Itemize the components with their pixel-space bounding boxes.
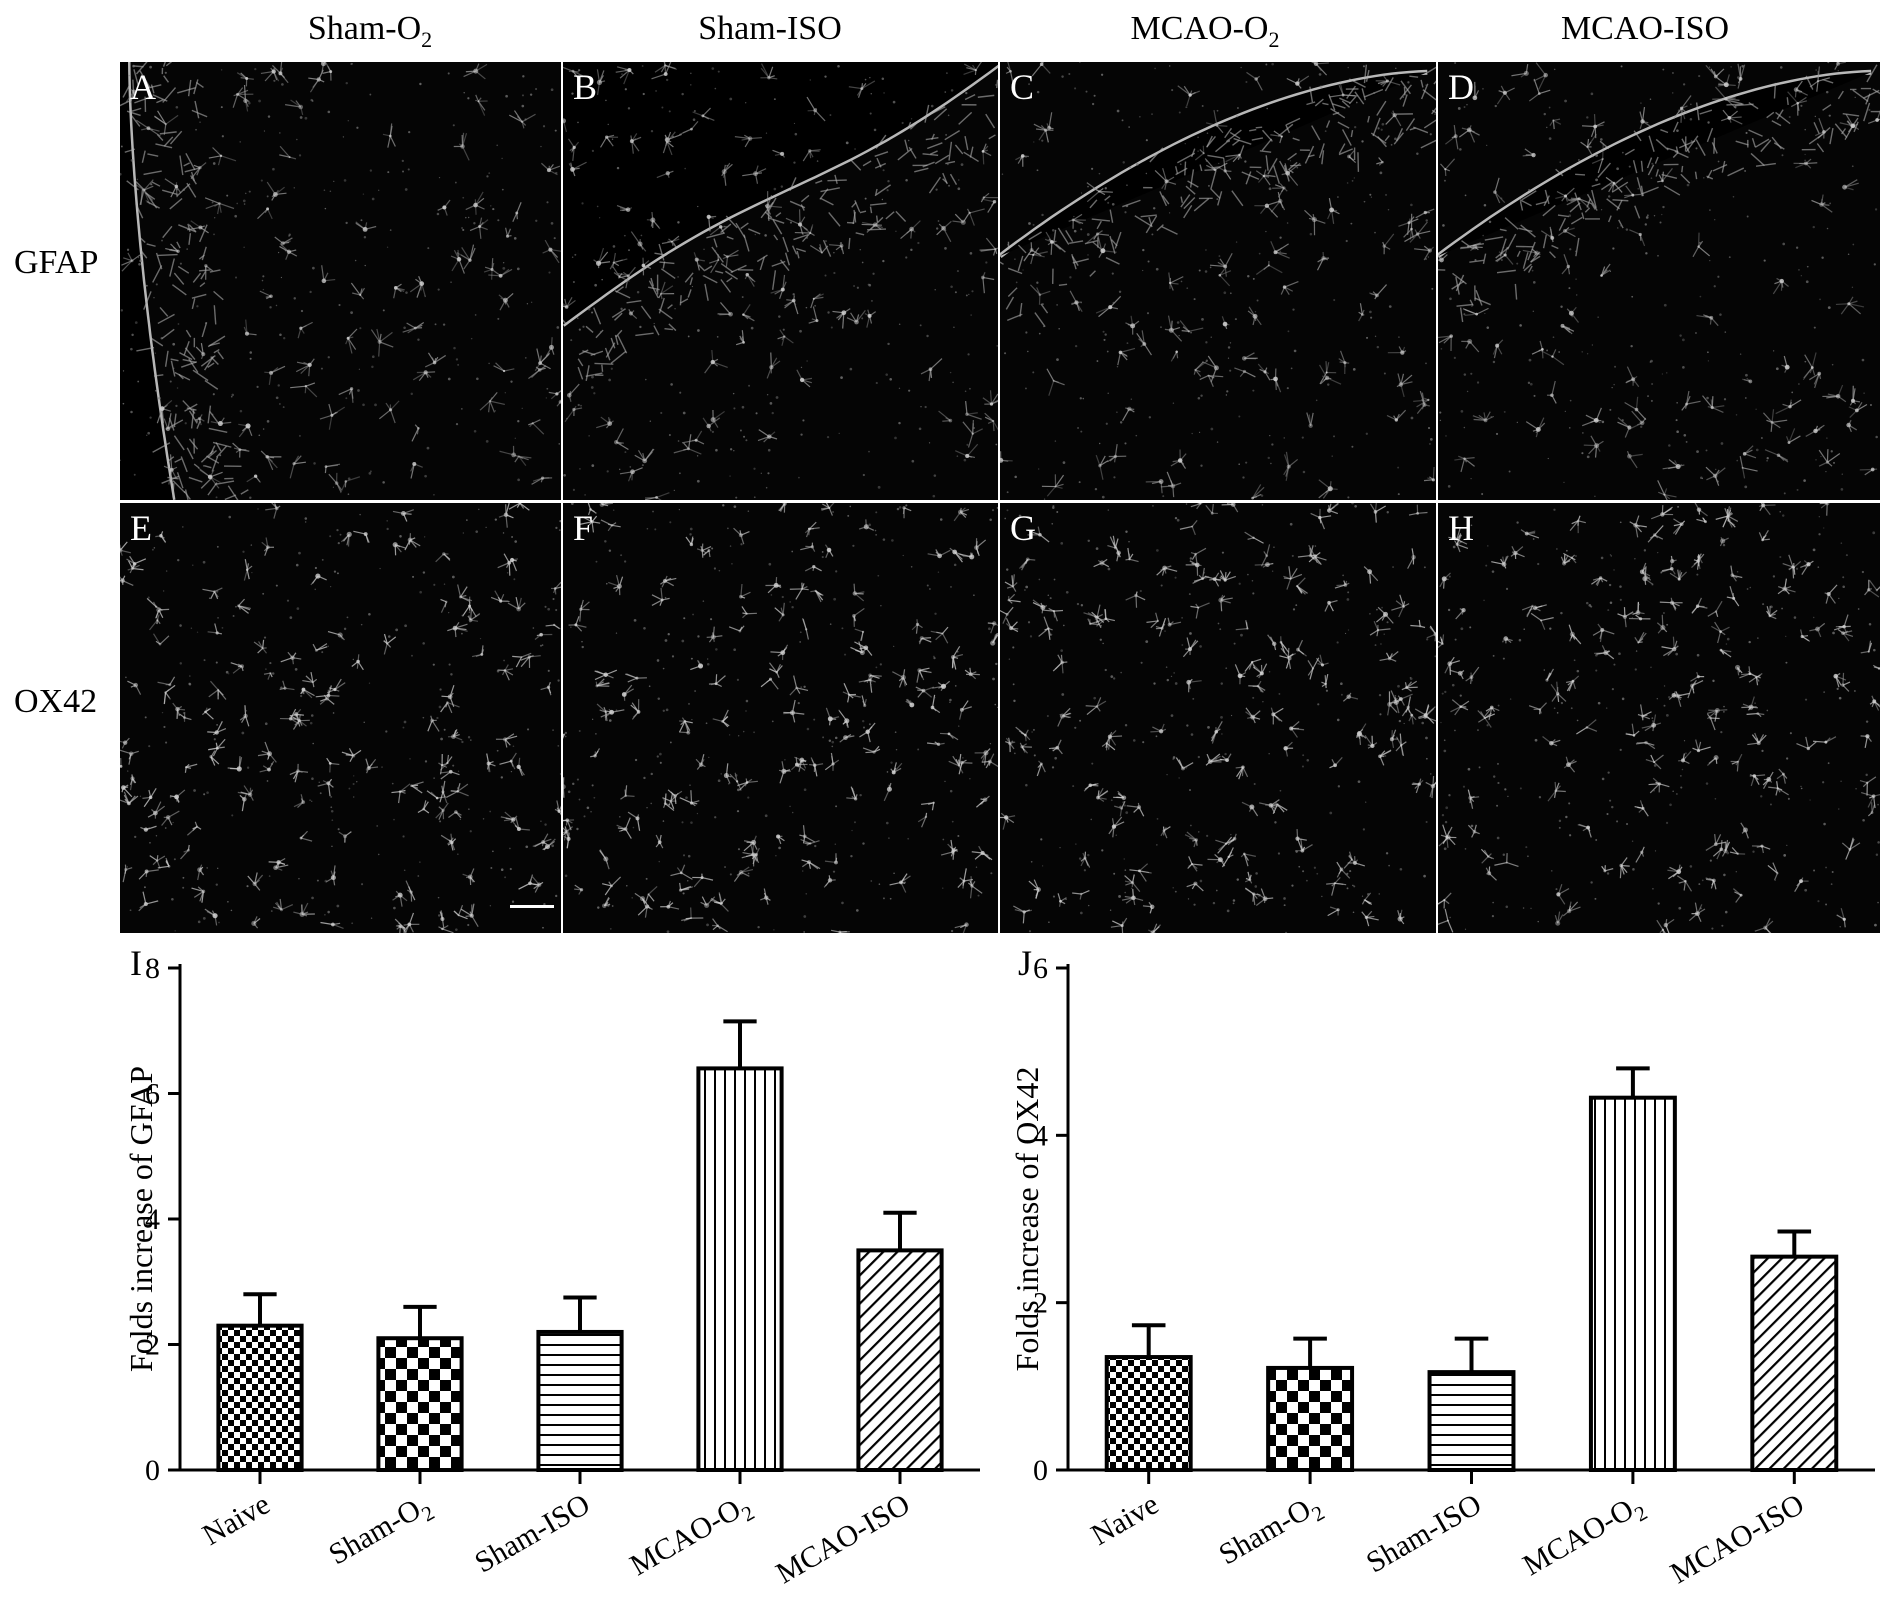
panel-letter-f: F — [573, 508, 594, 548]
micrograph-texture — [1000, 62, 1436, 500]
micrograph-panel-e: E — [120, 503, 561, 933]
bar-charts: I 0 2 4 6 8 Folds increase of GFAP Naive Sham-O2… — [123, 943, 1875, 1590]
micrograph-texture — [563, 62, 998, 500]
chart-panel-letter: J — [1018, 943, 1032, 983]
panel-letter-d: D — [1448, 67, 1474, 107]
x-tick-label: MCAO-ISO — [1665, 1487, 1810, 1590]
row-label-ox42: OX42 — [14, 683, 98, 720]
x-tick-label: Naive — [197, 1487, 276, 1551]
y-tick-label: 0 — [145, 1454, 160, 1487]
bar-chart-i: I 0 2 4 6 8 Folds increase of GFAP Naive Sham-O2… — [123, 943, 980, 1590]
y-tick-label: 6 — [145, 1078, 160, 1111]
bar-2 — [1266, 1365, 1355, 1472]
scale-bar — [510, 905, 554, 908]
micrograph-texture — [1438, 503, 1880, 933]
panel-letter-a: A — [130, 67, 156, 107]
y-tick-label: 8 — [145, 952, 160, 985]
x-tick-label: MCAO-O2 — [625, 1487, 759, 1587]
chart-panel-letter: I — [130, 943, 142, 983]
micrograph-panel-c: C — [1000, 62, 1436, 500]
x-tick-label: Sham-ISO — [1361, 1487, 1487, 1579]
bar-1 — [216, 1323, 304, 1472]
panel-letter-e: E — [130, 508, 152, 548]
x-tick-label: Sham-O2 — [1213, 1487, 1328, 1576]
y-tick-label: 4 — [145, 1203, 160, 1236]
x-tick-label: Sham-ISO — [469, 1487, 595, 1579]
bar-5 — [856, 1248, 944, 1472]
micrograph-panel-a: A — [120, 62, 561, 500]
bar-4 — [1588, 1095, 1677, 1473]
bar-3 — [536, 1329, 624, 1473]
y-tick-label: 2 — [145, 1329, 160, 1362]
micrograph-panel-b: B — [563, 62, 998, 500]
y-tick-label: 4 — [1033, 1119, 1048, 1152]
micrograph-texture — [1438, 62, 1880, 500]
column-header-sham-iso: Sham-ISO — [698, 10, 842, 47]
bar-5 — [1750, 1254, 1839, 1472]
bar-4 — [696, 1066, 784, 1472]
x-tick-label: MCAO-ISO — [771, 1487, 916, 1590]
micrograph-panel-f: F — [563, 503, 998, 933]
panel-letter-c: C — [1010, 67, 1035, 107]
column-header-mcao-o2: MCAO-O2 — [1130, 10, 1280, 52]
y-tick-label: 0 — [1033, 1454, 1048, 1487]
bar-1 — [1104, 1355, 1193, 1472]
y-tick-label: 2 — [1033, 1287, 1048, 1320]
micrograph-texture — [120, 503, 561, 933]
x-tick-label: MCAO-O2 — [1517, 1487, 1651, 1587]
panel-letter-b: B — [573, 67, 598, 107]
micrograph-texture — [120, 62, 561, 500]
x-tick-label: Sham-O2 — [323, 1487, 438, 1576]
bar-2 — [376, 1336, 464, 1472]
panel-letter-h: H — [1448, 508, 1474, 548]
x-tick-label: Naive — [1086, 1487, 1165, 1551]
micrograph-panel-d: D — [1438, 62, 1880, 500]
column-header-mcao-iso: MCAO-ISO — [1560, 10, 1730, 47]
y-tick-label: 6 — [1033, 952, 1048, 985]
bar-3 — [1427, 1370, 1516, 1472]
y-axis-label: Folds increase of GFAP — [123, 1066, 159, 1372]
panel-letter-g: G — [1010, 508, 1036, 548]
micrograph-panel-g: G — [1000, 503, 1436, 933]
micrograph-panel-h: H — [1438, 503, 1880, 933]
row-label-gfap: GFAP — [14, 244, 99, 281]
micrograph-texture — [563, 503, 998, 933]
column-header-sham-o2: Sham-O2 — [307, 10, 433, 52]
y-axis-label: Folds increase of OX42 — [1009, 1067, 1045, 1372]
micrograph-texture — [1000, 503, 1436, 933]
